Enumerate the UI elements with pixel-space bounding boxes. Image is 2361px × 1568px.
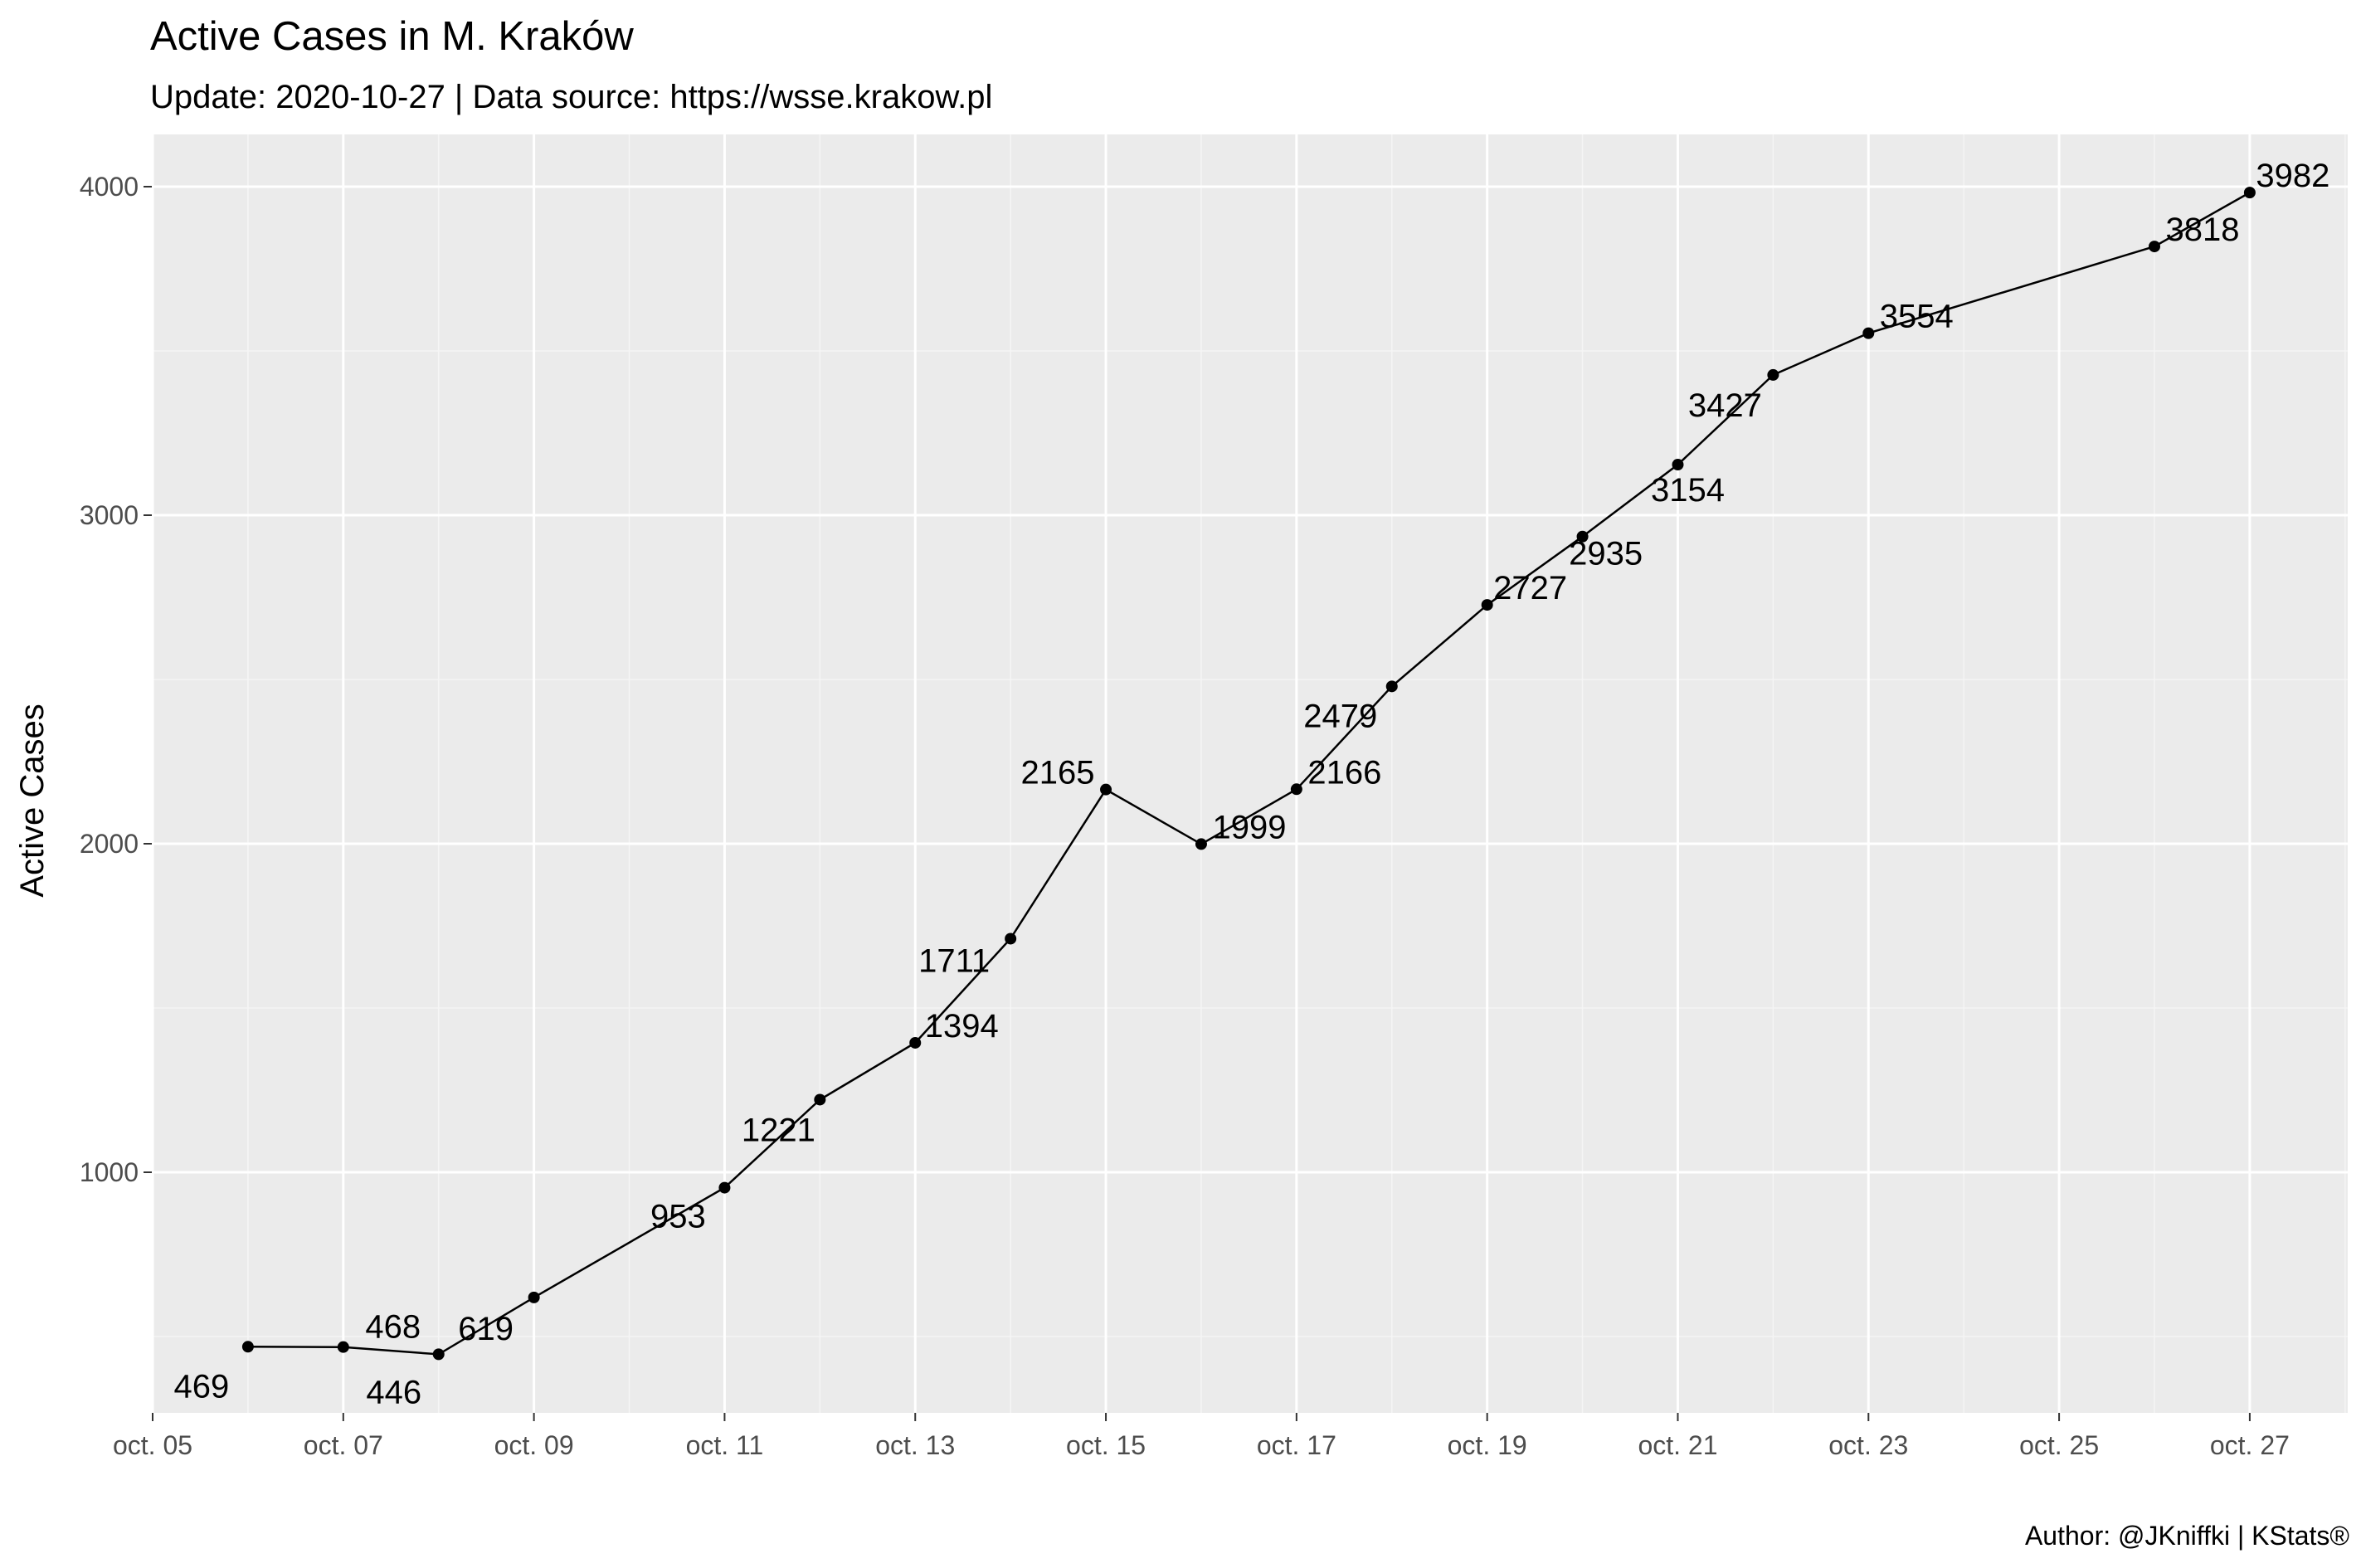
x-tick-label: oct. 27 [2210,1430,2290,1460]
x-tick-label: oct. 07 [304,1430,383,1460]
data-point [1385,680,1398,693]
data-label: 953 [650,1199,706,1235]
x-tick-label: oct. 13 [875,1430,955,1460]
data-point [337,1341,349,1353]
chart-title: Active Cases in M. Kraków [150,14,634,59]
data-point [1100,783,1112,796]
data-point [1767,368,1779,381]
x-tick-label: oct. 23 [1828,1430,1908,1460]
data-label: 469 [174,1368,230,1405]
data-point [2243,187,2256,199]
x-tick-label: oct. 17 [1257,1430,1336,1460]
data-label: 1999 [1212,809,1286,845]
y-tick-label: 4000 [80,172,139,202]
data-label: 3818 [2166,212,2240,248]
data-label: 2165 [1021,755,1095,791]
data-label: 446 [366,1374,421,1410]
plot-panel [152,134,2348,1413]
y-axis-title: Active Cases [14,704,51,897]
data-point [241,1341,254,1353]
x-tick-label: oct. 15 [1066,1430,1146,1460]
data-label: 3554 [1880,299,1954,335]
y-tick-label: 1000 [80,1157,139,1187]
data-point [1195,838,1207,850]
data-point [1862,327,1875,339]
series-points [241,187,2256,1361]
data-label: 2166 [1307,754,1381,791]
major-gridlines [151,134,2348,1413]
x-tick-label: oct. 09 [494,1430,574,1460]
data-label: 468 [365,1309,421,1346]
data-label: 3427 [1688,387,1762,424]
y-tick-label: 2000 [80,829,139,859]
data-point [432,1348,445,1361]
data-point [718,1181,731,1194]
data-label: 3982 [2256,158,2329,194]
data-point [814,1093,826,1106]
y-tick-label: 3000 [80,500,139,530]
data-point [1672,459,1684,471]
data-point [528,1291,540,1303]
data-labels: 469 468 446 619 953 1221 1394 1711 2165 1999 2166 2… [174,158,2330,1410]
minor-gridlines [152,134,2348,1413]
data-label: 1711 [918,942,990,979]
data-point [1290,783,1302,796]
data-label: 1394 [925,1008,999,1045]
x-axis-tick-labels: oct. 05 oct. 07 oct. 09 oct. 11 oct. 13 oct. … [113,1430,2290,1460]
data-label: 2935 [1569,536,1643,572]
y-axis-tick-labels: 1000 2000 3000 4000 [80,172,139,1187]
caption: Author: @JKniffki | KStats® [2025,1521,2349,1551]
data-label: 3154 [1651,472,1725,509]
data-point [1576,530,1589,543]
axis-ticks [144,186,2251,1421]
data-label: 619 [458,1311,514,1347]
x-tick-label: oct. 21 [1638,1430,1717,1460]
data-point [909,1036,922,1049]
data-label: 1221 [742,1112,815,1148]
x-tick-label: oct. 19 [1448,1430,1527,1460]
data-point [1481,599,1493,611]
data-point [1005,933,1017,945]
data-point [2149,241,2160,253]
x-tick-label: oct. 25 [2019,1430,2099,1460]
chart-subtitle: Update: 2020-10-27 | Data source: https:… [150,79,992,115]
data-label: 2479 [1303,698,1377,734]
x-tick-label: oct. 11 [686,1430,764,1460]
x-tick-label: oct. 05 [113,1430,192,1460]
data-label: 2727 [1493,570,1567,606]
